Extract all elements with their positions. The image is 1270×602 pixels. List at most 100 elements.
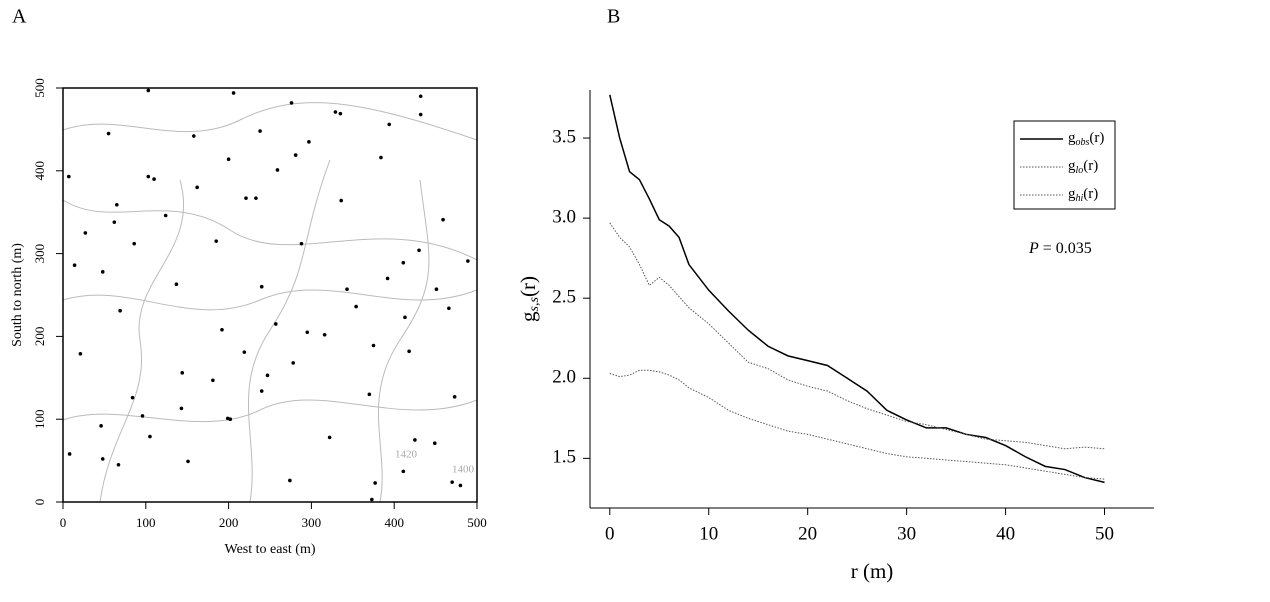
point (259, 284, 264, 289)
point (99, 424, 103, 428)
point (371, 343, 376, 348)
x-axis-label: West to east (m) (224, 542, 315, 557)
point (179, 406, 184, 411)
panel-label: B (607, 6, 620, 28)
point (118, 308, 122, 313)
point (211, 378, 215, 383)
legend-label-part: lo (1076, 165, 1084, 176)
annotation-part: P (1028, 240, 1039, 257)
point (259, 389, 264, 393)
point (401, 260, 406, 265)
point (66, 174, 71, 179)
panel: B0 10 20 30 40 501.52.02.53.03.5r (m)gs,s(r)g… (516, 6, 1154, 583)
point (226, 157, 231, 162)
annotation-part: = 0.035 (1039, 240, 1092, 257)
legend-label-part: g (1068, 130, 1076, 146)
point (407, 349, 411, 354)
series-line (609, 94, 1105, 484)
x-tick-label: 0 (60, 515, 67, 530)
panel-label: A (12, 6, 27, 28)
x-tick-label: 300 (302, 515, 322, 530)
series-line (609, 369, 1105, 480)
point (322, 332, 327, 337)
y-tick-label: 500 (32, 78, 47, 98)
point (106, 131, 111, 136)
point (265, 373, 270, 378)
point (132, 241, 137, 246)
point (231, 91, 236, 95)
point (327, 435, 332, 440)
point (83, 231, 88, 235)
point (367, 392, 372, 397)
point (305, 330, 310, 335)
point (432, 441, 437, 446)
point (275, 168, 280, 172)
contour-label: 1400 (452, 464, 475, 476)
legend-label: glo(r) (1068, 158, 1098, 176)
y-axis-label: gs,s(r) (516, 276, 542, 322)
series-line (609, 222, 1105, 450)
point (466, 259, 470, 263)
point (338, 111, 343, 116)
point (289, 101, 294, 105)
point (447, 306, 451, 311)
point (413, 438, 417, 442)
point (152, 177, 156, 181)
point (174, 282, 179, 287)
point (291, 361, 295, 365)
point (333, 110, 338, 114)
point (146, 88, 151, 93)
point (354, 304, 358, 309)
contour-label: 1420 (395, 449, 418, 461)
point (434, 287, 439, 292)
legend-label-part: (r) (1083, 186, 1098, 202)
contours (62, 102, 478, 503)
legend-box (1013, 120, 1116, 210)
point (112, 220, 117, 224)
y-tick-label: 3.5 (552, 126, 576, 147)
plot-frame (62, 87, 478, 503)
y-tick-label: 0 (32, 499, 47, 506)
legend-label-part: (r) (1083, 158, 1098, 174)
y-axis-label: South to north (m) (10, 243, 25, 347)
point (148, 434, 152, 439)
point (244, 196, 248, 200)
y-axis-label-part: g (516, 311, 540, 322)
point (78, 351, 83, 356)
x-tick-label: 500 (467, 515, 487, 530)
y-tick-label: 100 (32, 409, 47, 429)
legend-label: ghi(r) (1068, 186, 1098, 204)
point (373, 481, 377, 485)
x-tick-label: 30 (897, 523, 916, 544)
point (387, 122, 392, 127)
y-tick-label: 2.5 (552, 287, 576, 308)
point (273, 322, 278, 326)
point (67, 452, 72, 456)
legend-label: gobs(r) (1068, 130, 1104, 148)
point (214, 239, 218, 243)
x-tick-label: 100 (136, 515, 156, 530)
x-axis-label: r (m) (851, 559, 894, 583)
point (146, 174, 151, 179)
point (401, 469, 406, 474)
y-tick-label: 1.5 (552, 447, 576, 468)
point (441, 217, 445, 222)
point (100, 457, 105, 461)
point (370, 497, 374, 502)
point (180, 371, 185, 375)
x-tick-label: 20 (798, 523, 817, 544)
point (379, 155, 383, 160)
y-axis-label-part: s,s (527, 296, 542, 311)
x-tick-label: 10 (699, 523, 718, 544)
x-tick-label: 200 (219, 515, 239, 530)
point (452, 395, 457, 399)
point (115, 202, 119, 207)
point (72, 263, 77, 267)
point (130, 395, 135, 400)
point (254, 196, 258, 200)
y-axis-label-part: (r) (516, 276, 540, 297)
point (299, 241, 304, 246)
point (258, 129, 262, 133)
point (288, 478, 292, 483)
